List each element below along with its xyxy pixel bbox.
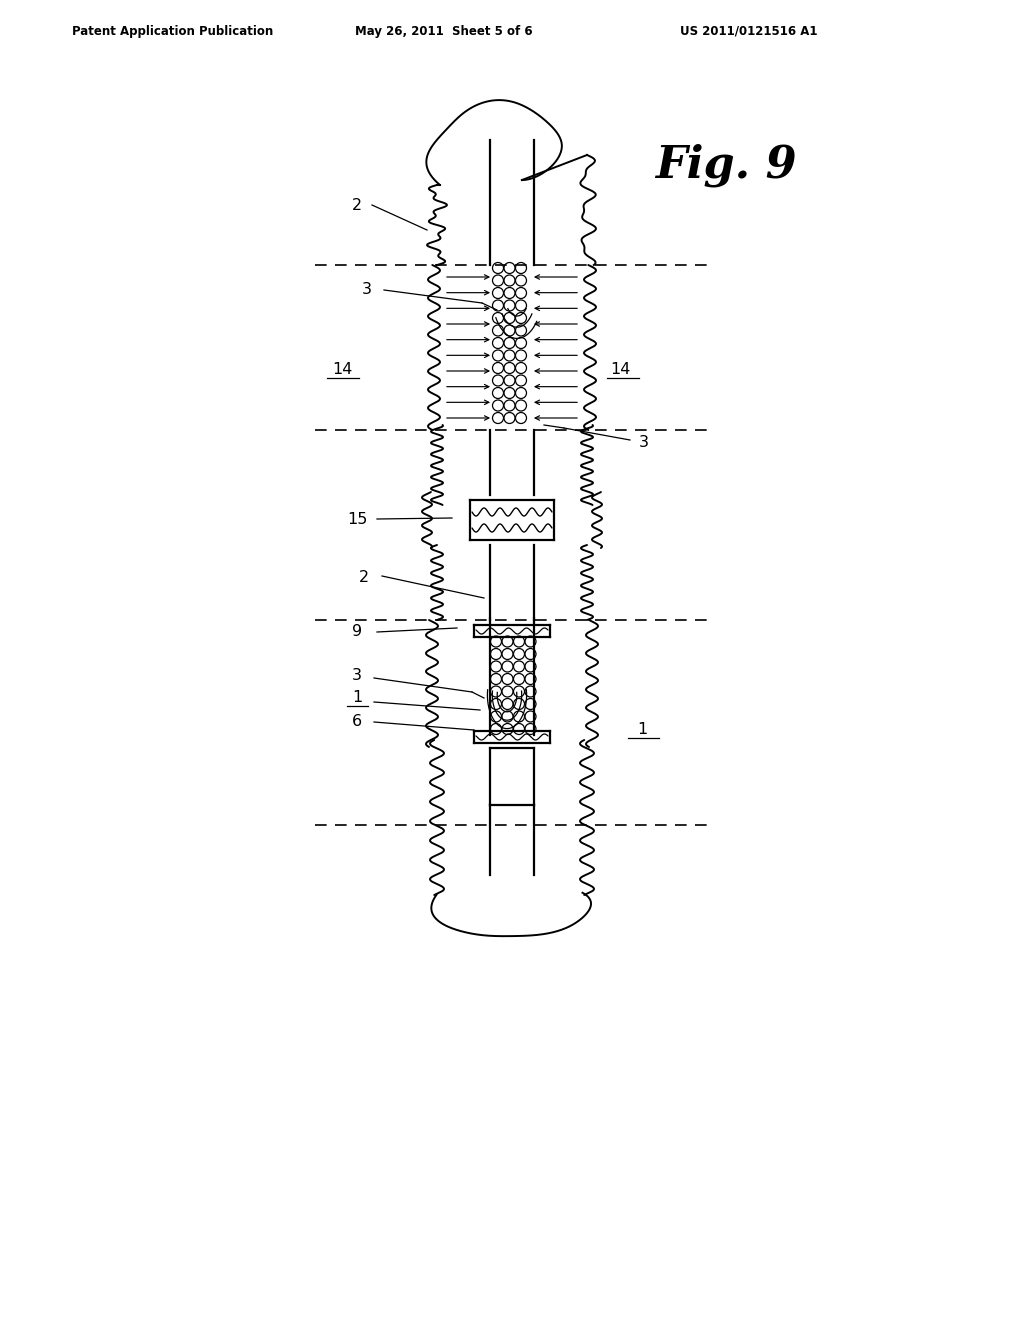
Text: 6: 6 xyxy=(352,714,362,730)
Text: Fig. 9: Fig. 9 xyxy=(655,144,797,186)
Text: 2: 2 xyxy=(359,570,369,586)
Text: US 2011/0121516 A1: US 2011/0121516 A1 xyxy=(680,25,817,38)
Text: 1: 1 xyxy=(352,690,362,705)
Text: 3: 3 xyxy=(352,668,362,682)
Text: May 26, 2011  Sheet 5 of 6: May 26, 2011 Sheet 5 of 6 xyxy=(355,25,532,38)
Text: 1: 1 xyxy=(637,722,647,738)
Text: 15: 15 xyxy=(347,511,368,527)
Text: 9: 9 xyxy=(352,624,362,639)
Text: 14: 14 xyxy=(610,363,630,378)
Text: 2: 2 xyxy=(352,198,362,213)
Text: 3: 3 xyxy=(362,282,372,297)
Text: 3: 3 xyxy=(639,434,649,450)
Text: Patent Application Publication: Patent Application Publication xyxy=(72,25,273,38)
Text: 14: 14 xyxy=(332,363,352,378)
